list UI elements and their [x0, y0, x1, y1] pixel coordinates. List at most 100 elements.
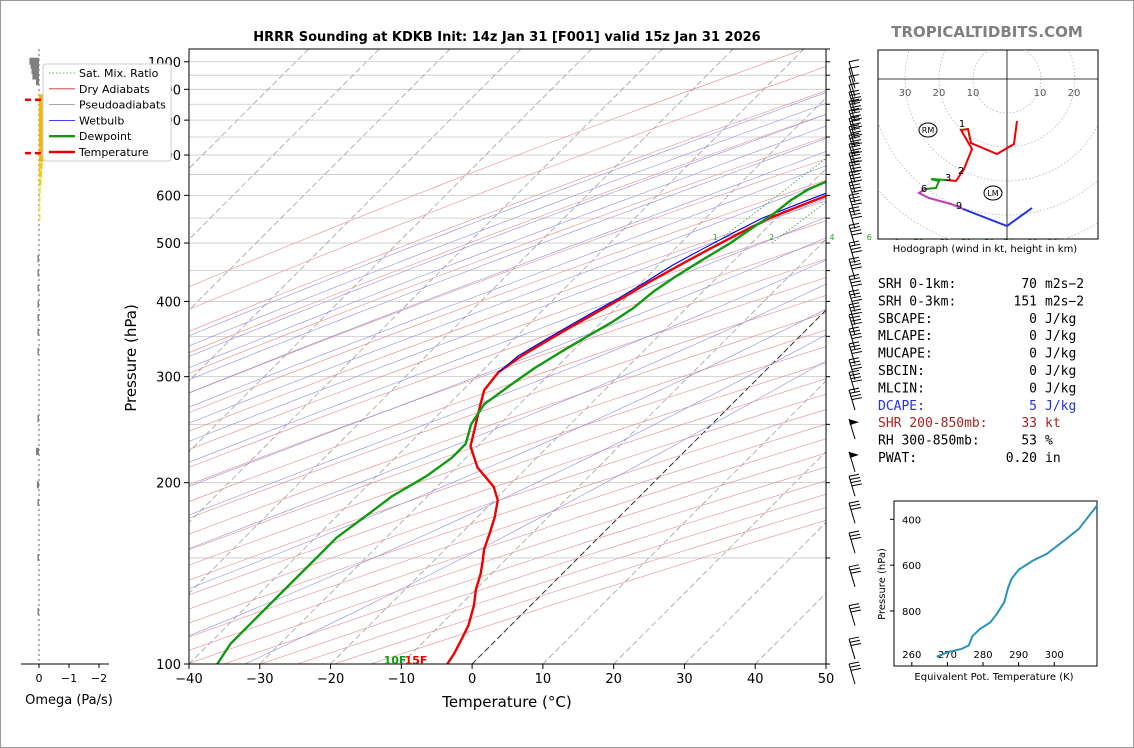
- site-watermark: TROPICALTIDBITS.COM: [891, 23, 1083, 41]
- wind-barb: [848, 206, 862, 229]
- skewt-panel: 1246810131620243036−40−30−20−10010203040…: [42, 48, 1058, 687]
- omega-bar: [39, 187, 41, 195]
- barb-feather: [850, 157, 862, 161]
- moist-adiabat: [189, 165, 826, 408]
- index-value: 0: [1029, 312, 1037, 327]
- wind-barb: [848, 530, 862, 554]
- barb-feather: [850, 166, 862, 170]
- hodograph-trace: [924, 178, 947, 190]
- barb-feather: [851, 379, 862, 383]
- isotherm-line: [401, 238, 826, 664]
- hodograph-trace: [945, 120, 1018, 183]
- index-row: MLCAPE: 0 J/kg: [878, 329, 1076, 344]
- x-tick-label: 10: [535, 672, 552, 687]
- omega-bar: [39, 195, 41, 203]
- barb-staff: [848, 84, 856, 106]
- barb-feather: [848, 59, 860, 63]
- hodograph-height-label: 3: [945, 173, 951, 184]
- omega-bar: [39, 162, 43, 170]
- wind-barb: [848, 160, 862, 183]
- index-unit: m2s−2: [1045, 294, 1084, 309]
- barb-feather: [850, 114, 862, 118]
- dry-adiabat: [189, 158, 826, 394]
- hodograph-height-label: 6: [921, 184, 927, 195]
- barb-feather: [850, 122, 862, 126]
- theta-e-y-tick-label: 400: [902, 515, 921, 526]
- barb-feather: [850, 246, 862, 250]
- index-label: PWAT:: [878, 451, 917, 466]
- x-tick-label: −40: [175, 672, 202, 687]
- barb-feather: [851, 336, 862, 340]
- index-row: RH 300-850mb: 53%: [878, 434, 1053, 449]
- barb-feather: [850, 105, 862, 109]
- index-label: MLCAPE:: [878, 329, 933, 344]
- barb-feather: [850, 263, 862, 267]
- barb-feather: [849, 639, 861, 643]
- moist-adiabat: [189, 92, 826, 337]
- index-unit: J/kg: [1045, 364, 1076, 379]
- isotherm-line: [259, 97, 826, 664]
- omega-bar: [37, 255, 39, 263]
- index-value: 0: [1029, 329, 1037, 344]
- theta-e-xlabel: Equivalent Pot. Temperature (K): [914, 672, 1073, 683]
- barb-flag: [849, 451, 859, 458]
- moist-adiabat: [189, 151, 826, 394]
- storm-motion-label: LM: [987, 189, 998, 198]
- barb-feather: [851, 366, 862, 370]
- index-unit: J/kg: [1045, 312, 1076, 327]
- x-axis-label: Temperature (°C): [441, 693, 571, 711]
- index-row: SRH 0-1km: 70 m2s−2: [878, 277, 1084, 292]
- index-row: SHR 200-850mb: 33 kt: [878, 416, 1061, 431]
- dry-adiabat: [189, 329, 826, 551]
- wind-barb: [848, 603, 862, 626]
- index-label: SHR 200-850mb:: [878, 416, 988, 431]
- wind-barb: [848, 59, 860, 82]
- barb-feather: [850, 280, 862, 284]
- index-value: 53: [1021, 434, 1037, 449]
- barb-feather: [851, 232, 862, 236]
- dry-adiabat: [189, 239, 826, 468]
- hodograph-trace: [962, 207, 1033, 228]
- index-unit: in: [1045, 451, 1061, 466]
- chart-title: HRRR Sounding at KDKB Init: 14z Jan 31 […: [253, 30, 760, 45]
- index-unit: J/kg: [1045, 347, 1076, 362]
- legend-label: Dry Adiabats: [79, 83, 150, 96]
- barb-feather: [849, 329, 861, 333]
- y-tick-label: 400: [156, 295, 181, 310]
- barb-feather: [850, 642, 862, 646]
- wind-barb: [848, 564, 862, 587]
- wind-barb: [848, 341, 862, 365]
- barb-feather: [848, 564, 860, 568]
- barb-feather: [850, 507, 862, 510]
- index-label: RH 300-850mb:: [878, 434, 980, 449]
- wind-barb: [848, 169, 862, 193]
- isotherm-line: [189, 49, 380, 240]
- zero-isotherm: [471, 309, 826, 664]
- index-label: DCAPE:: [878, 399, 925, 414]
- hodograph-ring-label: 10: [967, 88, 980, 99]
- isotherm-line: [189, 49, 592, 453]
- y-tick-label: 500: [156, 237, 181, 252]
- theta-e-panel: 260 270 280 290 300 400 600 800: [890, 500, 1098, 667]
- wind-barb: [848, 451, 859, 473]
- barb-feather: [850, 363, 862, 367]
- omega-bar: [37, 499, 39, 507]
- barb-feather: [850, 199, 862, 203]
- barb-feather: [851, 108, 862, 112]
- wind-barb: [848, 419, 859, 440]
- index-row: SBCIN: 0 J/kg: [878, 364, 1076, 379]
- index-value: 33: [1021, 416, 1037, 431]
- mixing-ratio-label: 1: [713, 233, 718, 242]
- isotherm-line: [189, 49, 734, 594]
- theta-e-y-tick-label: 800: [902, 607, 921, 618]
- barb-feather: [851, 179, 862, 183]
- omega-bar: [37, 314, 39, 322]
- dry-adiabat: [189, 90, 826, 332]
- barb-feather: [849, 344, 861, 348]
- wind-barb: [848, 500, 862, 524]
- barb-feather: [851, 483, 862, 487]
- barb-feather: [850, 212, 862, 216]
- series-temperature: [446, 194, 826, 664]
- barb-feather: [850, 147, 862, 151]
